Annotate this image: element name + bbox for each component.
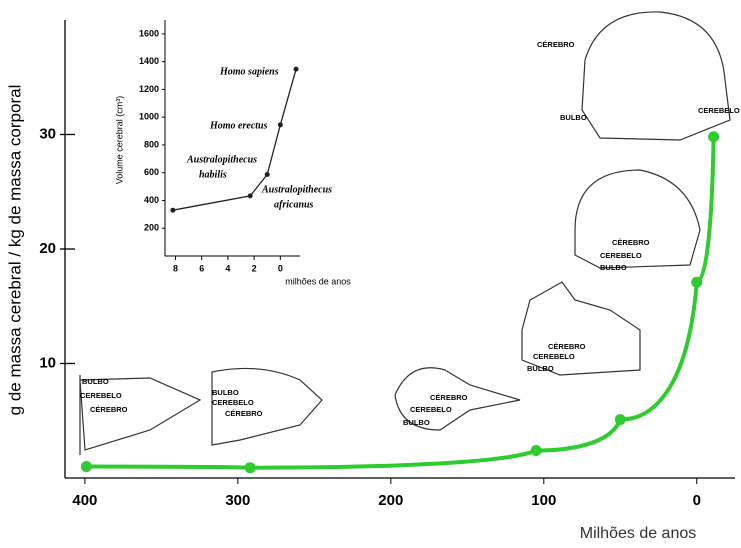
illustration-label: CEREBELO xyxy=(212,398,254,407)
annotation: Homo erectus xyxy=(209,120,268,131)
y-tick-label: 20 xyxy=(39,240,56,257)
annotation: Homo sapiens xyxy=(219,66,279,77)
illustration-label: CÉREBRO xyxy=(537,40,575,49)
y-tick-label: 1000 xyxy=(139,112,159,122)
illustration-label: CÉREBRO xyxy=(430,393,468,402)
illustration-label: BULBO xyxy=(527,364,554,373)
x-tick-label: 4 xyxy=(225,263,230,273)
x-tick-label: 300 xyxy=(225,492,250,509)
y-tick-label: 1600 xyxy=(139,28,159,38)
illustration-label: BULBO xyxy=(403,418,430,427)
x-tick-label: 400 xyxy=(72,492,97,509)
fish-sketch xyxy=(79,375,202,455)
illustration-label: BULBO xyxy=(212,388,239,397)
ape-sketch xyxy=(574,169,701,269)
data-point xyxy=(264,172,270,178)
illustration-label: CÉREBRO xyxy=(90,405,128,414)
x-tick-label: 6 xyxy=(199,263,204,273)
data-point xyxy=(277,122,283,128)
y-tick-label: 800 xyxy=(144,139,159,149)
data-point xyxy=(293,66,299,72)
y-tick-label: 400 xyxy=(144,195,159,205)
data-point xyxy=(247,193,253,199)
reptile-sketch xyxy=(211,367,323,446)
x-tick-label: 8 xyxy=(173,263,178,273)
x-tick-label: 0 xyxy=(278,263,283,273)
illustration-label: BULBO xyxy=(82,377,109,386)
illustration-label: CEREBELO xyxy=(533,352,575,361)
data-point xyxy=(80,461,92,473)
x-tick-label: 200 xyxy=(378,492,403,509)
annotation: Australopithecus xyxy=(261,184,332,195)
data-point xyxy=(244,462,256,474)
sketches xyxy=(79,11,731,455)
y-tick-label: 1400 xyxy=(139,56,159,66)
data-point xyxy=(530,445,542,457)
data-point xyxy=(691,276,703,288)
data-point xyxy=(708,131,720,143)
y-tick-label: 200 xyxy=(144,223,159,233)
y-tick-label: 1200 xyxy=(139,84,159,94)
y-tick-label: 10 xyxy=(39,354,56,371)
illustration-label: CEREBELO xyxy=(600,251,642,260)
illustration-label: CÉREBRO xyxy=(548,342,586,351)
x-axis-label: Milhões de anos xyxy=(580,525,697,542)
illustration-label: CÉREBRO xyxy=(225,409,263,418)
cat-sketch xyxy=(521,281,641,376)
y-axis-label: Volume cerebral (cm³) xyxy=(114,96,124,185)
data-point xyxy=(614,414,626,426)
x-tick-label: 0 xyxy=(693,492,701,509)
illustration-label: CEREBELO xyxy=(698,106,740,115)
illustration-label: CEREBELO xyxy=(410,405,452,414)
x-tick-label: 2 xyxy=(252,263,257,273)
y-axis-label: g de massa cerebral / kg de massa corpor… xyxy=(5,85,24,416)
y-tick-label: 600 xyxy=(144,167,159,177)
annotation: habilis xyxy=(199,169,227,180)
illustration-label: CEREBELO xyxy=(80,391,122,400)
bird-sketch xyxy=(394,367,521,431)
illustration-label: BULBO xyxy=(600,263,627,272)
x-tick-label: 100 xyxy=(531,492,556,509)
y-tick-label: 30 xyxy=(39,125,56,142)
annotation: Australopithecus xyxy=(186,154,257,165)
illustration-label: CÉREBRO xyxy=(612,238,650,247)
data-point xyxy=(170,207,176,213)
illustration-label: BULBO xyxy=(560,113,587,122)
human-sketch xyxy=(581,11,731,141)
annotation: africanus xyxy=(274,199,314,210)
x-axis-label: milhões de anos xyxy=(285,276,351,286)
